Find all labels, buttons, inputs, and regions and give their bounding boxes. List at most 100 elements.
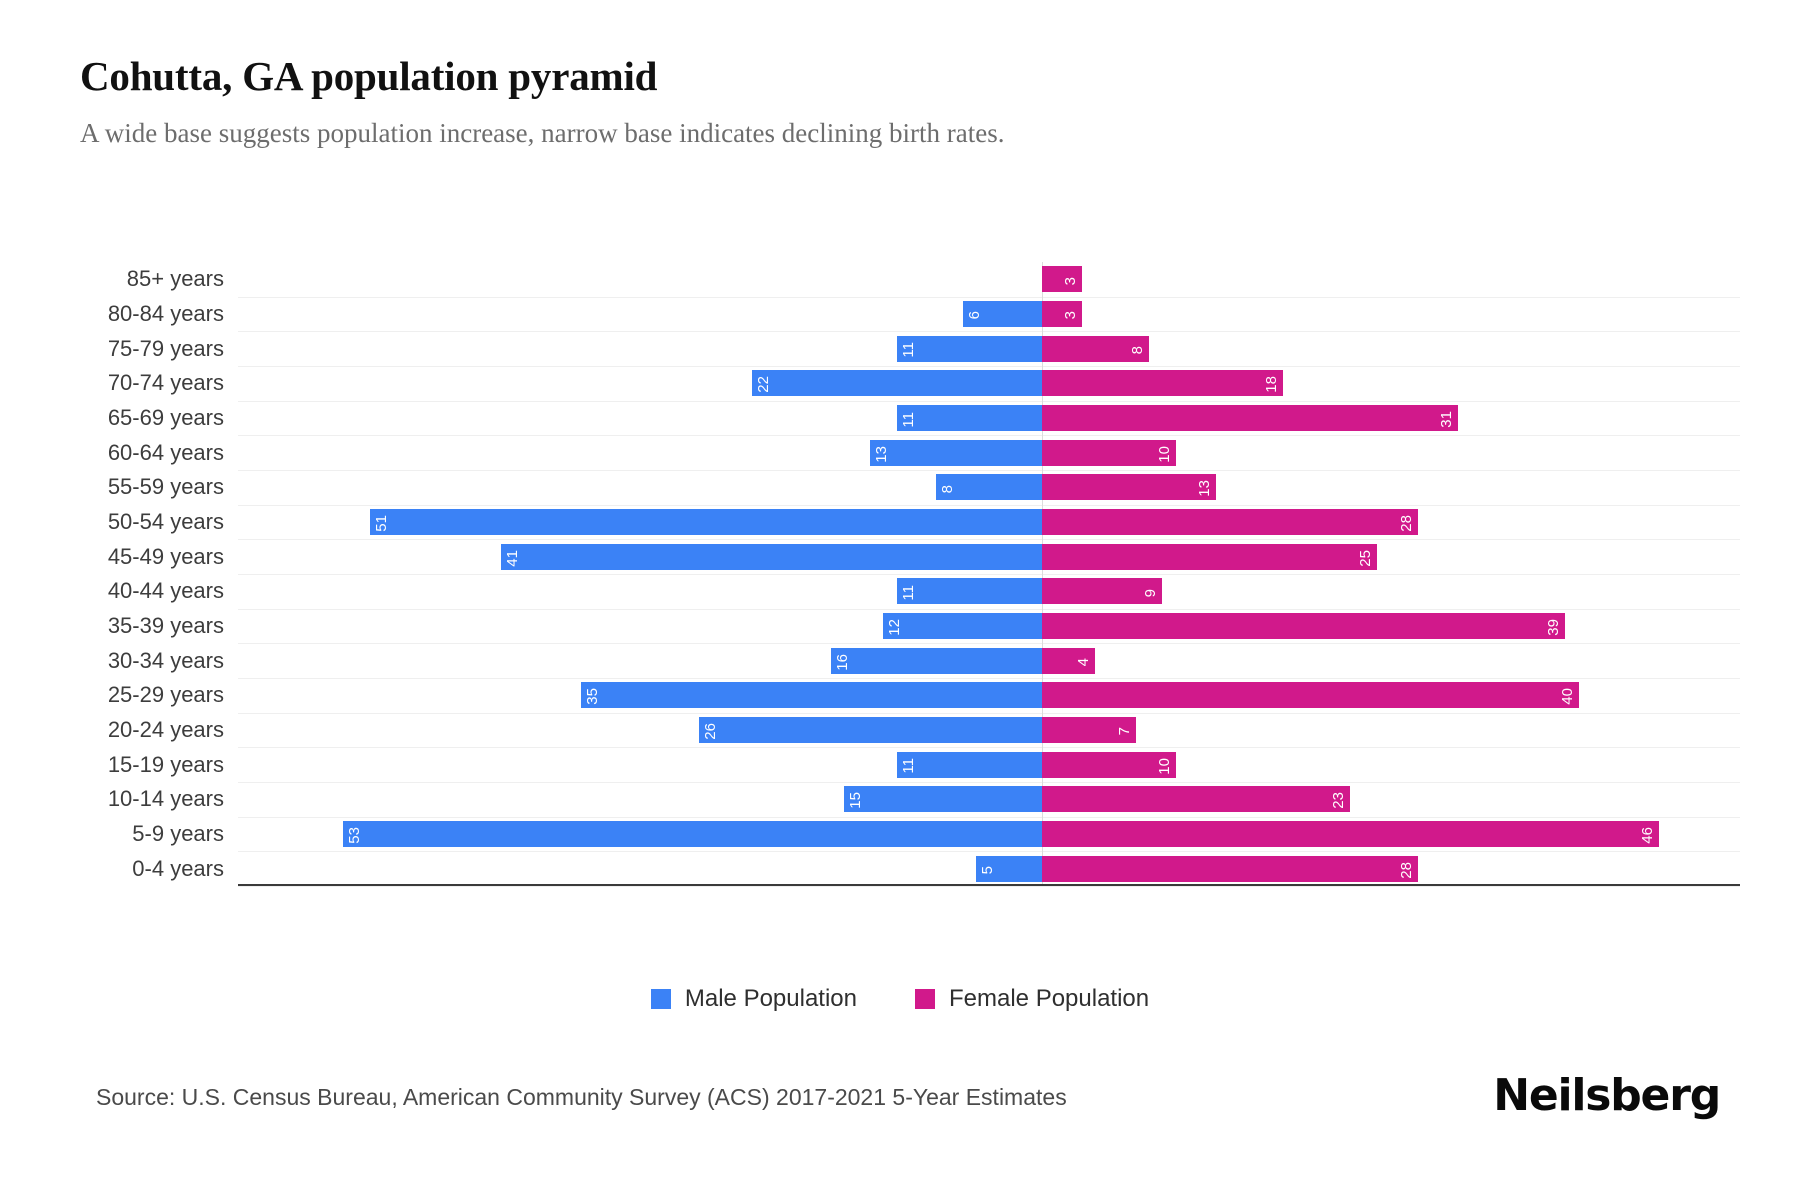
bar-value-male: 12 (886, 619, 904, 636)
bar-male[interactable]: 22 (751, 370, 1042, 397)
y-axis-label: 70-74 years (107, 370, 224, 396)
pyramid-row: 0-4 years 5 28 (132, 851, 1740, 886)
bar-female[interactable]: 18 (1041, 370, 1284, 397)
bar-female[interactable]: 28 (1041, 508, 1418, 535)
bar-male[interactable]: 53 (343, 820, 1042, 847)
pyramid-row: 50-54 years 51 28 (108, 505, 1740, 540)
bar-value-male: 13 (873, 445, 891, 463)
legend-label-male: Male Population (684, 985, 857, 1012)
bar-male[interactable]: 41 (501, 543, 1042, 570)
pyramid-row: 85+ years03 (127, 262, 1740, 297)
y-axis-label: 65-69 years (107, 404, 224, 430)
bar-male[interactable]: 13 (870, 439, 1042, 466)
bar-female[interactable]: 13 (1041, 474, 1217, 501)
bar-female[interactable]: 3 (1041, 266, 1082, 293)
bar-female[interactable]: 8 (1041, 335, 1149, 362)
bar-female[interactable]: 9 (1041, 578, 1163, 605)
y-axis-label: 50-54 years (107, 508, 224, 534)
pyramid-row: 15-19 years 11 10 (108, 747, 1740, 782)
bar-value-female: 4 (1075, 657, 1093, 667)
pyramid-row: 40-44 years 11 9 (108, 574, 1740, 609)
bar-value-male: 6 (965, 311, 983, 320)
bar-value-male: 51 (372, 515, 390, 532)
bar-value-female: 10 (1155, 757, 1173, 775)
bar-value-female: 31 (1437, 411, 1455, 428)
bar-value-male: 16 (833, 653, 851, 671)
bar-female[interactable]: 39 (1041, 612, 1566, 639)
bar-male[interactable]: 11 (896, 751, 1042, 778)
bar-female[interactable]: 40 (1041, 682, 1579, 709)
page-title: Cohutta, GA population pyramid (80, 53, 658, 99)
bar-male[interactable]: 16 (830, 647, 1042, 674)
bar-value-female: 3 (1061, 311, 1079, 320)
bar-value-female: 39 (1545, 619, 1563, 636)
bar-female[interactable]: 28 (1041, 855, 1418, 882)
bar-value-male: 8 (939, 484, 957, 493)
bar-male[interactable]: 8 (936, 474, 1042, 501)
bar-male[interactable]: 51 (369, 508, 1042, 535)
bar-male[interactable]: 11 (896, 404, 1042, 431)
legend-item-male[interactable]: Male Population (650, 985, 857, 1013)
y-axis-label: 40-44 years (107, 578, 224, 604)
pyramid-row: 5-9 years 53 46 (132, 817, 1740, 852)
chart-footer: Source: U.S. Census Bureau, American Com… (0, 1070, 1800, 1140)
bar-value-male: 15 (846, 792, 864, 810)
bar-male[interactable]: 12 (883, 612, 1042, 639)
pyramid-row: 70-74 years 22 18 (108, 366, 1740, 401)
bar-value-male: 53 (346, 827, 364, 844)
pyramid-row: 55-59 years 8 13 (108, 470, 1740, 505)
pyramid-row: 10-14 years 15 23 (108, 782, 1740, 817)
y-axis-label: 10-14 years (107, 786, 224, 812)
bar-value-male: 41 (504, 549, 522, 567)
bar-female[interactable]: 10 (1041, 439, 1176, 466)
y-axis-label: 60-64 years (107, 439, 224, 465)
bar-male[interactable]: 5 (975, 855, 1042, 882)
pyramid-row: 80-84 years 6 3 (108, 297, 1740, 332)
bar-female[interactable]: 23 (1041, 786, 1351, 813)
bar-male[interactable]: 6 (962, 300, 1042, 327)
pyramid-row: 35-39 years 12 39 (108, 609, 1740, 644)
bar-value-female: 9 (1142, 588, 1160, 597)
page-subtitle: A wide base suggests population increase… (80, 118, 1005, 148)
y-axis-label: 80-84 years (107, 300, 224, 326)
y-axis-label: 30-34 years (107, 647, 224, 673)
bar-value-female: 18 (1263, 376, 1281, 394)
bar-value-male: 22 (754, 376, 772, 394)
bar-value-male: 35 (583, 688, 601, 706)
bar-female[interactable]: 4 (1041, 647, 1096, 674)
bar-male[interactable]: 26 (699, 716, 1042, 743)
y-axis-label: 0-4 years (132, 855, 224, 881)
bar-value-female: 46 (1639, 827, 1657, 844)
bar-value-female: 7 (1115, 727, 1133, 736)
bar-value-female: 23 (1330, 792, 1348, 810)
bar-female[interactable]: 31 (1041, 404, 1458, 431)
pyramid-row: 75-79 years 11 8 (108, 331, 1740, 366)
bar-value-male: 11 (899, 342, 917, 358)
bar-female[interactable]: 3 (1041, 300, 1082, 327)
bar-female[interactable]: 10 (1041, 751, 1176, 778)
bar-male[interactable]: 35 (580, 682, 1042, 709)
bar-male[interactable]: 15 (843, 786, 1042, 813)
y-axis-label: 45-49 years (107, 543, 224, 569)
bar-value-female: 10 (1155, 445, 1173, 463)
bar-female[interactable]: 7 (1041, 716, 1136, 743)
bar-value-male: 11 (899, 758, 917, 774)
bar-value-male: 11 (899, 585, 917, 601)
y-axis-label: 85+ years (126, 266, 224, 292)
y-axis-label: 5-9 years (132, 820, 224, 846)
legend-item-female[interactable]: Female Population (915, 985, 1149, 1013)
y-axis-label: 25-29 years (107, 682, 224, 708)
pyramid-row: 65-69 years 11 31 (108, 401, 1740, 436)
bar-male[interactable]: 11 (896, 335, 1042, 362)
bar-female[interactable]: 46 (1041, 820, 1660, 847)
pyramid-row: 60-64 years 13 10 (108, 435, 1740, 470)
y-axis-label: 55-59 years (107, 474, 224, 500)
bar-value-female: 25 (1357, 549, 1375, 567)
y-axis-label: 35-39 years (107, 612, 224, 638)
y-axis-label: 20-24 years (107, 716, 224, 742)
bar-male[interactable]: 11 (896, 578, 1042, 605)
bar-female[interactable]: 25 (1041, 543, 1378, 570)
